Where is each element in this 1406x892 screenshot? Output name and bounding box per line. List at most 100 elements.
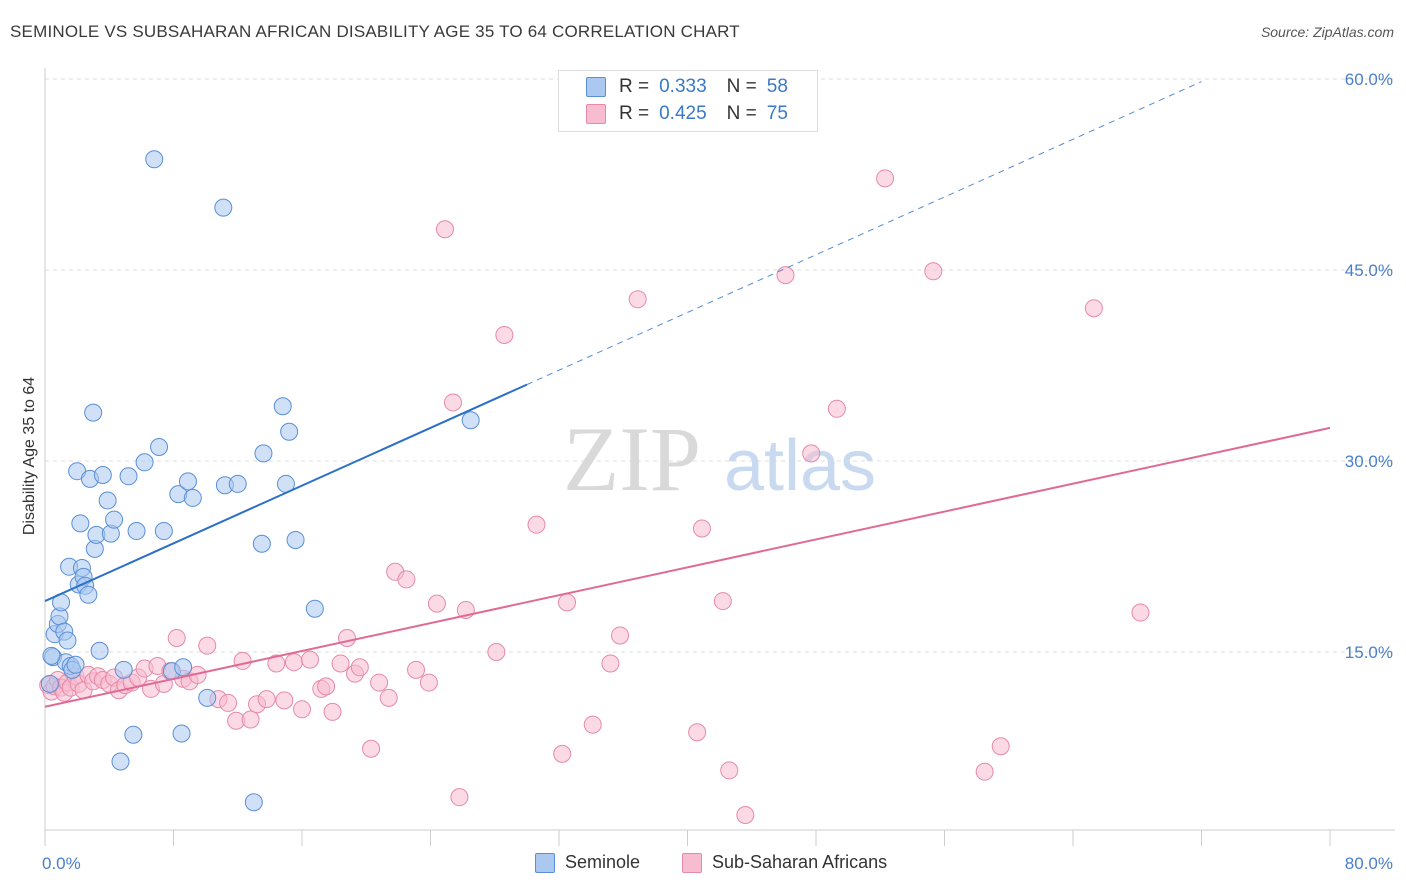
trend-lines [44, 81, 1331, 708]
point-subsaharan [991, 737, 1010, 756]
point-subsaharan [443, 393, 462, 412]
n-value: 58 [766, 76, 788, 97]
point-subsaharan [924, 262, 943, 281]
point-subsaharan [317, 677, 336, 696]
point-subsaharan [219, 693, 238, 712]
y-axis-label: Disability Age 35 to 64 [21, 377, 38, 535]
point-subsaharan [876, 169, 895, 188]
point-subsaharan [323, 702, 342, 721]
chart-title: SEMINOLE VS SUBSAHARAN AFRICAN DISABILIT… [10, 22, 740, 41]
x-tick-label: 80.0% [1345, 854, 1393, 873]
point-seminole [124, 725, 143, 744]
r-label: R = [619, 103, 650, 124]
point-subsaharan [975, 762, 994, 781]
watermark: ZIP atlas [563, 408, 876, 510]
point-seminole [145, 150, 164, 169]
point-seminole [286, 530, 305, 549]
legend-label-seminole: Seminole [565, 852, 641, 872]
point-seminole [178, 472, 197, 491]
point-subsaharan [379, 688, 398, 707]
point-seminole [172, 724, 191, 743]
trend-line-subsaharan [44, 426, 1331, 708]
point-subsaharan [601, 654, 620, 673]
point-seminole [154, 522, 173, 541]
legend-item-subsaharan: Sub-Saharan Africans [682, 852, 887, 873]
point-subsaharan [241, 710, 260, 729]
point-subsaharan [692, 519, 711, 538]
point-seminole [254, 444, 273, 463]
point-subsaharan [720, 761, 739, 780]
r-label: R = [619, 76, 650, 97]
point-subsaharan [233, 651, 252, 670]
point-seminole [214, 198, 233, 217]
watermark-zip: ZIP [563, 408, 701, 510]
subsaharan-swatch [586, 104, 606, 124]
point-seminole [42, 646, 61, 665]
seminole-swatch [535, 852, 555, 873]
point-subsaharan [337, 628, 356, 647]
point-subsaharan [362, 739, 381, 758]
point-seminole [252, 534, 271, 553]
point-seminole [280, 422, 299, 441]
point-subsaharan [350, 658, 369, 677]
point-subsaharan [419, 673, 438, 692]
point-seminole [119, 467, 138, 486]
point-seminole [135, 453, 154, 472]
point-subsaharan [1084, 299, 1103, 318]
point-subsaharan [583, 715, 602, 734]
point-subsaharan [427, 594, 446, 613]
tick-labels: 15.0% 30.0% 45.0% 60.0% 0.0% 80.0% [42, 70, 1393, 873]
point-subsaharan [284, 653, 303, 672]
point-subsaharan [628, 290, 647, 309]
point-seminole [66, 655, 85, 674]
point-subsaharan [827, 399, 846, 418]
point-seminole [98, 491, 117, 510]
point-subsaharan [495, 325, 514, 344]
point-seminole [174, 658, 193, 677]
point-subsaharan [301, 650, 320, 669]
n-label: N = [726, 103, 757, 124]
point-seminole [90, 641, 109, 660]
point-seminole [244, 793, 263, 812]
point-subsaharan [257, 690, 276, 709]
point-subsaharan [487, 643, 506, 662]
point-seminole [58, 631, 77, 650]
legend-row-subsaharan: R = 0.425 N = 75 [586, 102, 788, 126]
point-seminole [127, 522, 146, 541]
n-value: 75 [766, 103, 788, 124]
point-subsaharan [1131, 603, 1150, 622]
point-subsaharan [713, 592, 732, 611]
source-credit: Source: ZipAtlas.com [1260, 24, 1394, 40]
seminole-swatch [586, 77, 606, 97]
point-seminole [198, 688, 217, 707]
point-seminole [228, 474, 247, 493]
point-subsaharan [802, 444, 821, 463]
point-subsaharan [293, 700, 311, 719]
point-seminole [111, 752, 130, 771]
point-subsaharan [450, 788, 469, 807]
watermark-atlas: atlas [724, 426, 876, 506]
r-value: 0.425 [659, 103, 707, 124]
point-subsaharan [736, 805, 755, 824]
y-tick-label: 15.0% [1345, 643, 1393, 662]
point-seminole [273, 397, 292, 416]
n-label: N = [726, 76, 757, 97]
gridlines [45, 78, 1395, 653]
point-subsaharan [370, 673, 389, 692]
r-value: 0.333 [659, 76, 707, 97]
point-seminole [461, 411, 480, 430]
point-seminole [114, 660, 133, 679]
point-subsaharan [167, 628, 186, 647]
point-seminole [305, 599, 324, 618]
series-seminole-points [40, 150, 480, 812]
point-subsaharan [611, 626, 630, 645]
point-subsaharan [407, 660, 426, 679]
point-subsaharan [331, 654, 350, 673]
trend-line-seminole-extension [526, 81, 1202, 386]
point-subsaharan [198, 636, 217, 655]
point-subsaharan [435, 220, 454, 239]
legend-label-subsaharan: Sub-Saharan Africans [712, 852, 888, 872]
point-seminole [183, 488, 202, 507]
point-seminole [40, 674, 59, 693]
